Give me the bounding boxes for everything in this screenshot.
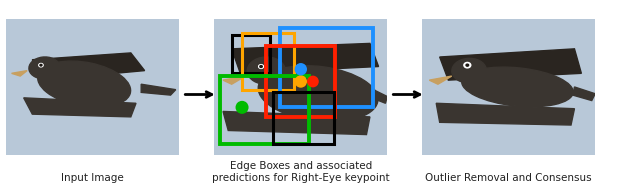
Ellipse shape: [259, 65, 264, 68]
Point: [296, 68, 306, 71]
Ellipse shape: [466, 64, 468, 66]
Polygon shape: [12, 71, 27, 76]
Bar: [220, 76, 310, 144]
Ellipse shape: [464, 62, 471, 68]
Polygon shape: [372, 90, 387, 103]
Polygon shape: [232, 43, 378, 73]
Polygon shape: [573, 87, 595, 101]
Polygon shape: [223, 76, 246, 84]
Ellipse shape: [452, 58, 486, 83]
Point: [308, 80, 318, 83]
Ellipse shape: [39, 64, 43, 67]
Bar: [280, 28, 373, 107]
Polygon shape: [440, 49, 581, 80]
Point: [237, 106, 247, 109]
Bar: [232, 35, 269, 73]
Ellipse shape: [40, 64, 42, 66]
Text: Input Image: Input Image: [61, 173, 124, 183]
Bar: [273, 92, 333, 144]
Bar: [242, 33, 294, 90]
Ellipse shape: [461, 67, 573, 107]
Polygon shape: [436, 103, 575, 125]
Ellipse shape: [29, 57, 60, 79]
Ellipse shape: [258, 66, 378, 122]
Point: [296, 80, 306, 83]
Polygon shape: [141, 84, 176, 95]
Text: Edge Boxes and associated
predictions for Right-Eye keypoint: Edge Boxes and associated predictions fo…: [212, 161, 390, 183]
Bar: [266, 46, 335, 117]
Ellipse shape: [38, 61, 131, 107]
Text: Outlier Removal and Consensus: Outlier Removal and Consensus: [426, 173, 592, 183]
Polygon shape: [429, 76, 452, 84]
Ellipse shape: [247, 57, 285, 84]
Ellipse shape: [260, 66, 262, 67]
Polygon shape: [32, 53, 145, 80]
Polygon shape: [24, 98, 136, 117]
Polygon shape: [223, 112, 370, 135]
